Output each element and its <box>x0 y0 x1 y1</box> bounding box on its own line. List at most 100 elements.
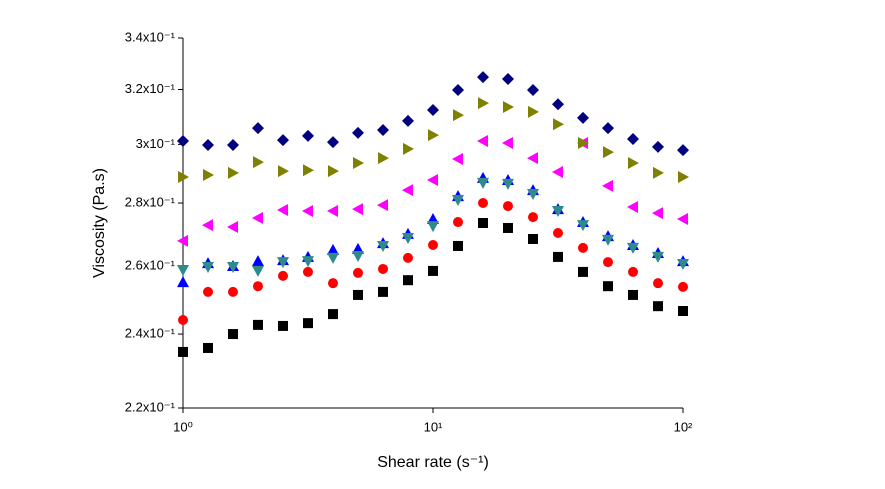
data-point <box>177 134 189 147</box>
data-point <box>478 198 489 209</box>
data-point <box>603 146 615 159</box>
data-point <box>627 200 639 213</box>
data-point <box>527 188 540 200</box>
data-point <box>302 266 313 277</box>
y-tick-label: 3.2x10⁻¹ <box>125 81 176 96</box>
data-point <box>278 320 289 331</box>
data-point <box>377 124 390 137</box>
y-tick-label: 2.4x10⁻¹ <box>125 325 176 340</box>
data-point <box>378 263 389 274</box>
data-point <box>652 166 664 179</box>
data-point <box>576 220 589 232</box>
data-point <box>378 286 389 297</box>
data-point <box>527 84 540 97</box>
data-point <box>353 157 365 170</box>
data-point <box>452 152 464 165</box>
data-point <box>501 136 513 149</box>
data-point <box>401 233 414 245</box>
data-point <box>302 318 313 329</box>
data-point <box>401 184 413 197</box>
data-point <box>277 134 290 147</box>
data-point <box>678 305 688 316</box>
data-point <box>477 177 490 189</box>
data-point <box>627 133 640 146</box>
data-point <box>678 171 689 184</box>
data-point <box>577 136 589 149</box>
data-point <box>203 286 214 297</box>
data-point <box>177 276 189 288</box>
data-point <box>178 314 188 325</box>
data-point <box>552 251 563 262</box>
data-point <box>577 242 588 253</box>
data-point <box>227 138 240 151</box>
data-point <box>528 212 539 223</box>
data-point <box>301 129 314 142</box>
data-point <box>177 264 189 276</box>
data-point <box>501 178 514 190</box>
data-point <box>677 144 689 157</box>
data-point <box>428 129 439 142</box>
data-point <box>227 261 240 273</box>
data-point <box>402 275 413 286</box>
data-point <box>651 207 663 220</box>
data-point <box>428 240 438 251</box>
data-point <box>402 142 414 155</box>
data-point <box>352 126 365 139</box>
data-point <box>628 157 640 170</box>
data-point <box>228 166 240 179</box>
data-point <box>252 281 263 292</box>
data-point <box>603 281 614 292</box>
data-point <box>227 221 239 234</box>
x-tick-label: 10⁰ <box>173 419 193 434</box>
data-point <box>327 165 339 178</box>
data-point <box>652 278 663 289</box>
y-tick-label: 3x10⁻¹ <box>136 136 176 151</box>
data-point <box>427 221 439 233</box>
data-point <box>602 179 614 192</box>
data-point <box>202 261 215 273</box>
data-point <box>352 250 365 262</box>
data-point <box>528 105 540 118</box>
data-point <box>478 97 490 110</box>
data-point <box>278 270 289 281</box>
x-axis-title: Shear rate (s⁻¹) <box>377 454 489 471</box>
data-point <box>326 252 339 264</box>
data-point <box>603 257 614 268</box>
data-point <box>277 204 289 217</box>
data-point <box>602 234 615 246</box>
data-point <box>651 140 664 153</box>
data-point <box>452 194 465 206</box>
data-point <box>678 281 688 292</box>
data-point <box>353 289 364 300</box>
data-point <box>551 98 564 111</box>
data-point <box>252 156 264 169</box>
data-point <box>551 166 563 179</box>
data-point <box>478 217 489 228</box>
data-point <box>378 152 390 165</box>
data-point <box>327 278 338 289</box>
data-point <box>628 289 639 300</box>
data-point <box>301 204 313 217</box>
data-point <box>326 136 339 149</box>
data-point <box>477 71 490 84</box>
data-point <box>352 203 364 216</box>
data-point <box>177 234 188 247</box>
data-point <box>502 222 513 233</box>
data-point <box>228 286 239 297</box>
data-point <box>228 329 239 340</box>
data-point <box>502 100 514 113</box>
data-point <box>576 111 589 124</box>
data-point <box>251 122 264 135</box>
data-point <box>477 134 489 147</box>
data-point <box>353 267 364 278</box>
data-point <box>326 243 339 255</box>
data-point <box>602 122 615 135</box>
data-point <box>427 103 439 116</box>
data-point <box>551 205 564 217</box>
data-point <box>452 84 465 97</box>
data-point <box>453 217 464 228</box>
data-point <box>251 212 263 225</box>
data-point <box>327 309 338 320</box>
